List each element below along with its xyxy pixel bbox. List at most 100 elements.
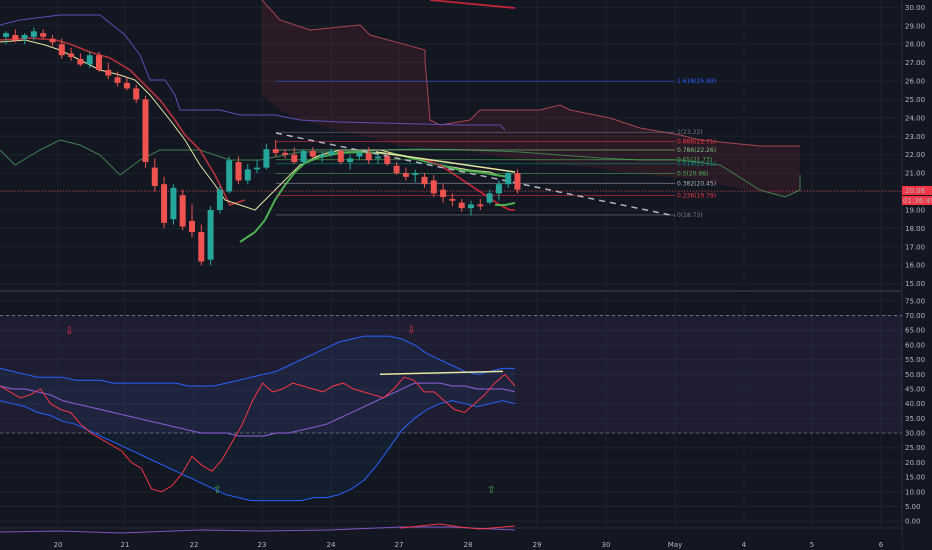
osc-tick-label: 40.00 — [905, 400, 925, 408]
candle-body — [328, 151, 335, 155]
price-tick-label: 16.00 — [905, 262, 925, 270]
price-tick-label: 24.00 — [905, 114, 925, 122]
ichimoku-span-a — [261, 0, 800, 147]
candle-body — [440, 189, 447, 198]
candle-body — [86, 55, 93, 65]
candle-body — [189, 221, 195, 233]
ema-line-red — [419, 157, 515, 211]
fib-level-label: 1(23.22) — [677, 129, 703, 136]
osc-tick-label: 65.00 — [905, 327, 925, 335]
candle-body — [105, 69, 112, 76]
oscillator-pane — [0, 335, 516, 502]
osc-tick-label: 50.00 — [905, 371, 925, 379]
bollinger-upper-line — [0, 335, 515, 387]
candle-body — [272, 149, 279, 153]
buy-arrow-icon: ⇧ — [213, 485, 221, 496]
candle-body — [300, 151, 307, 163]
fib-level-label: 1.618(25.99) — [677, 78, 716, 85]
countdown-badge-text: 01:36:49 — [903, 197, 932, 205]
sell-arrow-icon: ⇩ — [65, 326, 73, 337]
time-tick-label: 21 — [121, 541, 130, 549]
current-price-badge-text: 20.08 — [905, 187, 925, 195]
price-tick-label: 30.00 — [905, 4, 925, 12]
osc-tick-label: 75.00 — [905, 297, 925, 305]
candle-body — [142, 99, 149, 163]
fib-retracement: 1(23.22) 0.886(22.71)0.786(22.26) 0.65(21.… — [276, 78, 716, 219]
oscillator-axis[interactable]: 0.00 5.00 10.00 15.00 20.00 25.00 30.00 35.00 40… — [905, 297, 925, 525]
candle-body — [421, 176, 428, 185]
trendline-yellow[interactable] — [375, 151, 516, 173]
osc-tick-label: 55.00 — [905, 356, 925, 364]
candles — [3, 27, 521, 266]
price-tick-label: 18.00 — [905, 225, 925, 233]
kijun-line — [0, 14, 506, 131]
candle-body — [123, 82, 130, 89]
candle-body — [468, 204, 474, 209]
time-axis-background — [0, 538, 902, 550]
osc-band-fill — [0, 315, 902, 434]
rsi-line — [0, 373, 516, 493]
price-tick-label: 28.00 — [905, 41, 925, 49]
fib-level-label: 0.786(22.26) — [677, 147, 716, 154]
candle-body — [49, 38, 56, 43]
buy-arrow-icon: ⇧ — [487, 485, 495, 496]
candle-body — [282, 152, 288, 155]
time-tick-label: 6 — [879, 541, 884, 549]
candle-body — [114, 77, 121, 83]
candle-body — [384, 156, 391, 164]
candle-body — [12, 34, 19, 41]
fib-level-label: 0.65(21.73) — [677, 157, 712, 164]
candle-body — [337, 151, 344, 163]
price-tick-label: 23.00 — [905, 133, 925, 141]
fib-level-label: 0(18.73) — [677, 212, 703, 219]
trendline-dashed[interactable] — [275, 132, 676, 217]
price-tick-label: 27.00 — [905, 59, 925, 67]
candle-body — [449, 198, 456, 201]
current-price-badge — [902, 186, 932, 195]
candle-body — [170, 187, 177, 220]
time-tick-label: 30 — [602, 541, 611, 549]
candle-body — [347, 158, 354, 163]
candle-body — [412, 173, 419, 175]
candle-body — [495, 184, 502, 194]
time-tick-label: 4 — [742, 541, 747, 549]
price-axis[interactable]: 15.00 16.00 17.00 18.00 19.00 20.00 21.00 22.00… — [901, 0, 932, 550]
candle-body — [263, 149, 270, 168]
ema-line-green — [239, 150, 511, 243]
fib-level-label: 0.5(20.98) — [677, 170, 708, 177]
candle-body — [402, 173, 409, 177]
candle-body — [319, 154, 326, 157]
candle-body — [216, 189, 223, 210]
time-tick-label: 28 — [464, 541, 473, 549]
candle-body — [375, 156, 381, 159]
candle-body — [40, 33, 47, 37]
candle-body — [161, 184, 168, 223]
candle-body — [356, 152, 363, 157]
fib-level-label: 0.382(20.45) — [677, 180, 716, 187]
mini-pane-line — [0, 526, 516, 534]
candle-body — [486, 193, 493, 203]
candle-body — [21, 34, 28, 39]
candle-body — [96, 55, 102, 70]
candle-body — [77, 58, 84, 65]
price-tick-label: 19.00 — [905, 206, 925, 214]
time-axis[interactable]: 20 21 22 23 24 27 28 29 30 May 4 5 6 — [0, 538, 902, 550]
time-tick-label: May — [668, 541, 682, 549]
candle-body — [458, 202, 465, 209]
candle-body — [309, 151, 316, 157]
candle-body — [514, 173, 521, 190]
osc-tick-label: 70.00 — [905, 312, 925, 320]
top-red-line — [429, 0, 516, 9]
price-tick-label: 29.00 — [905, 22, 925, 30]
candle-body — [179, 195, 186, 227]
rsi-divergence-line — [379, 370, 504, 376]
candle-body — [505, 173, 512, 185]
time-tick-label: 22 — [190, 541, 199, 549]
price-tick-label: 25.00 — [905, 96, 925, 104]
price-tick-label: 26.00 — [905, 78, 925, 86]
bollinger-basis-line — [0, 382, 516, 437]
osc-tick-label: 5.00 — [905, 503, 921, 511]
fib-level-label: 0.236(19.79) — [677, 192, 716, 199]
